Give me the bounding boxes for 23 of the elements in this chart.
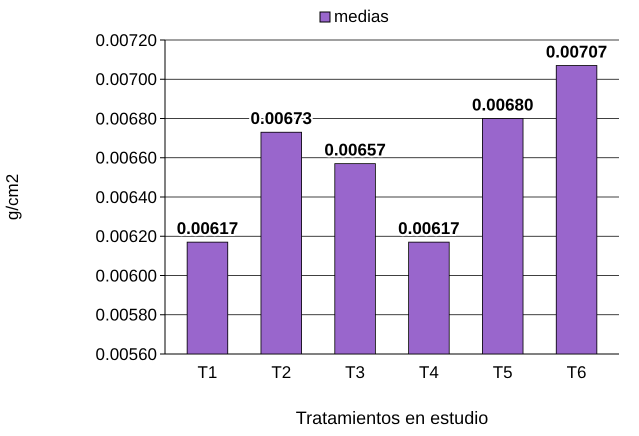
x-tick-label: T1 — [198, 363, 218, 382]
y-tick-label: 0.00680 — [96, 109, 157, 128]
y-tick-label: 0.00700 — [96, 70, 157, 90]
data-label: 0.00657 — [324, 140, 386, 160]
y-axis-title: g/cm2 — [3, 174, 22, 220]
y-tick-label: 0.00660 — [96, 148, 157, 168]
y-tick-label: 0.00600 — [96, 266, 157, 286]
data-label: 0.00617 — [398, 219, 460, 238]
x-tick-label: T5 — [492, 363, 513, 382]
x-tick-label: T6 — [566, 363, 586, 382]
legend-label: medias — [334, 7, 389, 26]
data-label: 0.00680 — [472, 96, 534, 114]
x-tick-label: T2 — [271, 363, 292, 382]
x-axis-title: Tratamientos en estudio — [296, 408, 488, 428]
y-tick-label: 0.00620 — [96, 227, 157, 246]
data-label: 0.00617 — [176, 219, 238, 238]
x-tick-label: T4 — [418, 363, 439, 382]
y-tick-label: 0.00560 — [96, 344, 157, 364]
data-label: 0.00707 — [546, 42, 608, 62]
y-tick-label: 0.00640 — [96, 188, 157, 207]
y-tick-label: 0.00720 — [96, 30, 157, 50]
y-tick-label: 0.00580 — [96, 306, 157, 325]
x-tick-label: T3 — [345, 363, 366, 382]
